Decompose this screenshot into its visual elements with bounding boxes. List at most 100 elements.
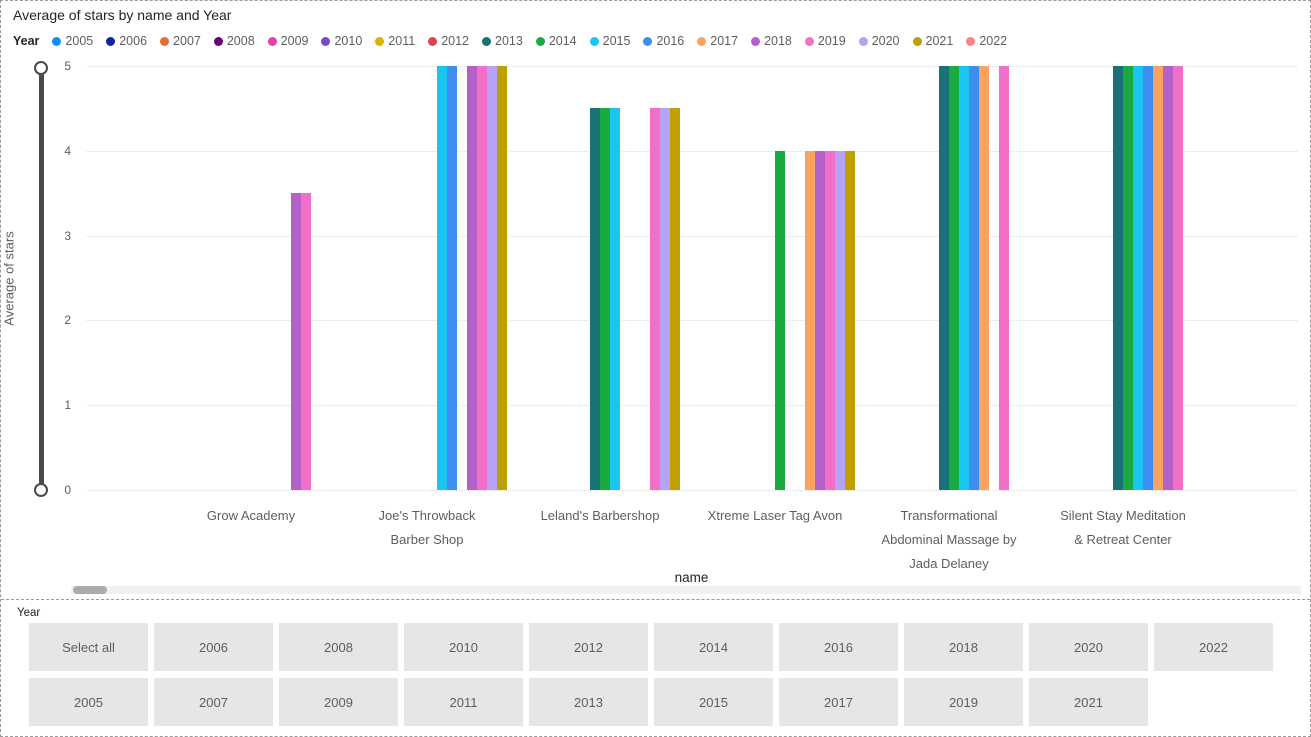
category-label-line: Abdominal Massage by [881,532,1017,547]
bar-2019-category-4[interactable] [999,66,1009,490]
slicer-year-button-2012[interactable]: 2012 [529,623,648,671]
slicer-year-button-2013[interactable]: 2013 [529,678,648,726]
slicer-year-button-2016[interactable]: 2016 [779,623,898,671]
bar-2021-category-1[interactable] [497,66,507,490]
y-tick-label: 0 [64,483,71,497]
y-axis-slider-handle-top[interactable] [34,61,48,75]
h-scrollbar-track[interactable] [71,586,1301,594]
y-axis-slider-handle-bottom[interactable] [34,483,48,497]
bar-2021-category-3[interactable] [845,150,855,490]
plot-area [86,66,1297,491]
bar-2015-category-1[interactable] [437,66,447,490]
slicer-year-button-2008[interactable]: 2008 [279,623,398,671]
legend: Year 2005 2006 2007 2008 2009 2010 2011 2012 201… [13,34,1007,48]
legend-item-2011[interactable]: 2011 [375,34,415,48]
bar-2014-category-4[interactable] [949,66,959,490]
slicer-year-button-2006[interactable]: 2006 [154,623,273,671]
slicer-year-button-2007[interactable]: 2007 [154,678,273,726]
slicer-year-button-2011[interactable]: 2011 [404,678,523,726]
category-label-line: Grow Academy [206,508,296,523]
slicer-year-button-2017[interactable]: 2017 [779,678,898,726]
legend-item-2016[interactable]: 2016 [643,34,684,48]
legend-item-2017[interactable]: 2017 [697,34,738,48]
legend-item-2021[interactable]: 2021 [912,34,953,48]
legend-dot [751,36,761,46]
bar-2018-category-1[interactable] [467,66,477,490]
bar-2019-category-1[interactable] [477,66,487,490]
bar-2018-category-5[interactable] [1163,66,1173,490]
slicer-row: Select all 2006 2008 2010 2012 2014 2016 2018 20… [29,623,1273,671]
slicer-year-button-2010[interactable]: 2010 [404,623,523,671]
legend-item-2019[interactable]: 2019 [804,34,846,48]
bar-2019-category-5[interactable] [1173,66,1183,490]
legend-item-label: 2010 [334,34,363,48]
bar-2016-category-5[interactable] [1143,66,1153,490]
legend-item-2018[interactable]: 2018 [751,34,792,48]
legend-dot [804,36,814,46]
bar-2016-category-4[interactable] [969,66,979,490]
bar-2013-category-5[interactable] [1113,66,1123,490]
bar-2015-category-4[interactable] [959,66,969,490]
bar-2014-category-3[interactable] [775,150,785,490]
bar-2017-category-4[interactable] [979,66,989,490]
bar-2019-category-0[interactable] [301,193,311,490]
legend-item-2014[interactable]: 2014 [535,34,577,48]
bar-2020-category-3[interactable] [835,150,845,490]
legend-item-2005[interactable]: 2005 [52,34,93,48]
legend-dot [966,36,976,46]
category-label: Xtreme Laser Tag Avon [665,504,885,528]
year-slicer: Year Select all 2006 2008 2010 2012 2014 2016 2… [1,600,1310,736]
legend-item-2012[interactable]: 2012 [428,34,469,48]
slicer-year-button-2015[interactable]: 2015 [654,678,773,726]
bar-2021-category-2[interactable] [670,108,680,490]
legend-item-2006[interactable]: 2006 [106,34,147,48]
bar-2018-category-0[interactable] [291,193,301,490]
bar-2017-category-3[interactable] [805,150,815,490]
slicer-year-button-2009[interactable]: 2009 [279,678,398,726]
slicer-year-button-2005[interactable]: 2005 [29,678,148,726]
legend-item-2009[interactable]: 2009 [267,34,308,48]
legend-item-2013[interactable]: 2013 [482,34,523,48]
slicer-select-all-button[interactable]: Select all [29,623,148,671]
category-label: Joe's Throwback Barber Shop [317,504,537,552]
bar-2019-category-3[interactable] [825,150,835,490]
category-label: Transformational Abdominal Massage by Jada… [839,504,1059,576]
slicer-year-button-2022[interactable]: 2022 [1154,623,1273,671]
bar-2014-category-2[interactable] [600,108,610,490]
slicer-year-button-2018[interactable]: 2018 [904,623,1023,671]
slicer-year-button-2019[interactable]: 2019 [904,678,1023,726]
bar-2018-category-3[interactable] [815,150,825,490]
legend-item-2020[interactable]: 2020 [858,34,900,48]
bar-2014-category-5[interactable] [1123,66,1133,490]
legend-item-2008[interactable]: 2008 [213,34,255,48]
bar-2020-category-1[interactable] [487,66,497,490]
legend-item-2022[interactable]: 2022 [966,34,1007,48]
bar-2019-category-2[interactable] [650,108,660,490]
legend-dot [589,36,599,46]
x-axis-title: name [674,570,709,585]
bar-2020-category-2[interactable] [660,108,670,490]
legend-item-label: 2005 [65,34,94,48]
h-scrollbar-thumb[interactable] [73,586,107,594]
bar-2016-category-1[interactable] [447,66,457,490]
legend-dot [643,36,653,46]
bar-2013-category-2[interactable] [590,108,600,490]
legend-title: Year [13,34,40,48]
legend-item-2010[interactable]: 2010 [321,34,362,48]
legend-dot [535,36,545,46]
category-label: Grow Academy [141,504,361,528]
slicer-year-button-2020[interactable]: 2020 [1029,623,1148,671]
gridline [86,66,1297,67]
y-axis-range-slider-track[interactable] [39,68,44,490]
bar-2017-category-5[interactable] [1153,66,1163,490]
visual-divider [1,599,1310,600]
bar-2015-category-5[interactable] [1133,66,1143,490]
legend-item-2007[interactable]: 2007 [160,34,201,48]
bar-2013-category-4[interactable] [939,66,949,490]
legend-item-2015[interactable]: 2015 [589,34,630,48]
slicer-year-button-2014[interactable]: 2014 [654,623,773,671]
legend-item-label: 2014 [548,34,577,48]
slicer-year-button-2021[interactable]: 2021 [1029,678,1148,726]
bar-2015-category-2[interactable] [610,108,620,490]
legend-dot [321,36,331,46]
